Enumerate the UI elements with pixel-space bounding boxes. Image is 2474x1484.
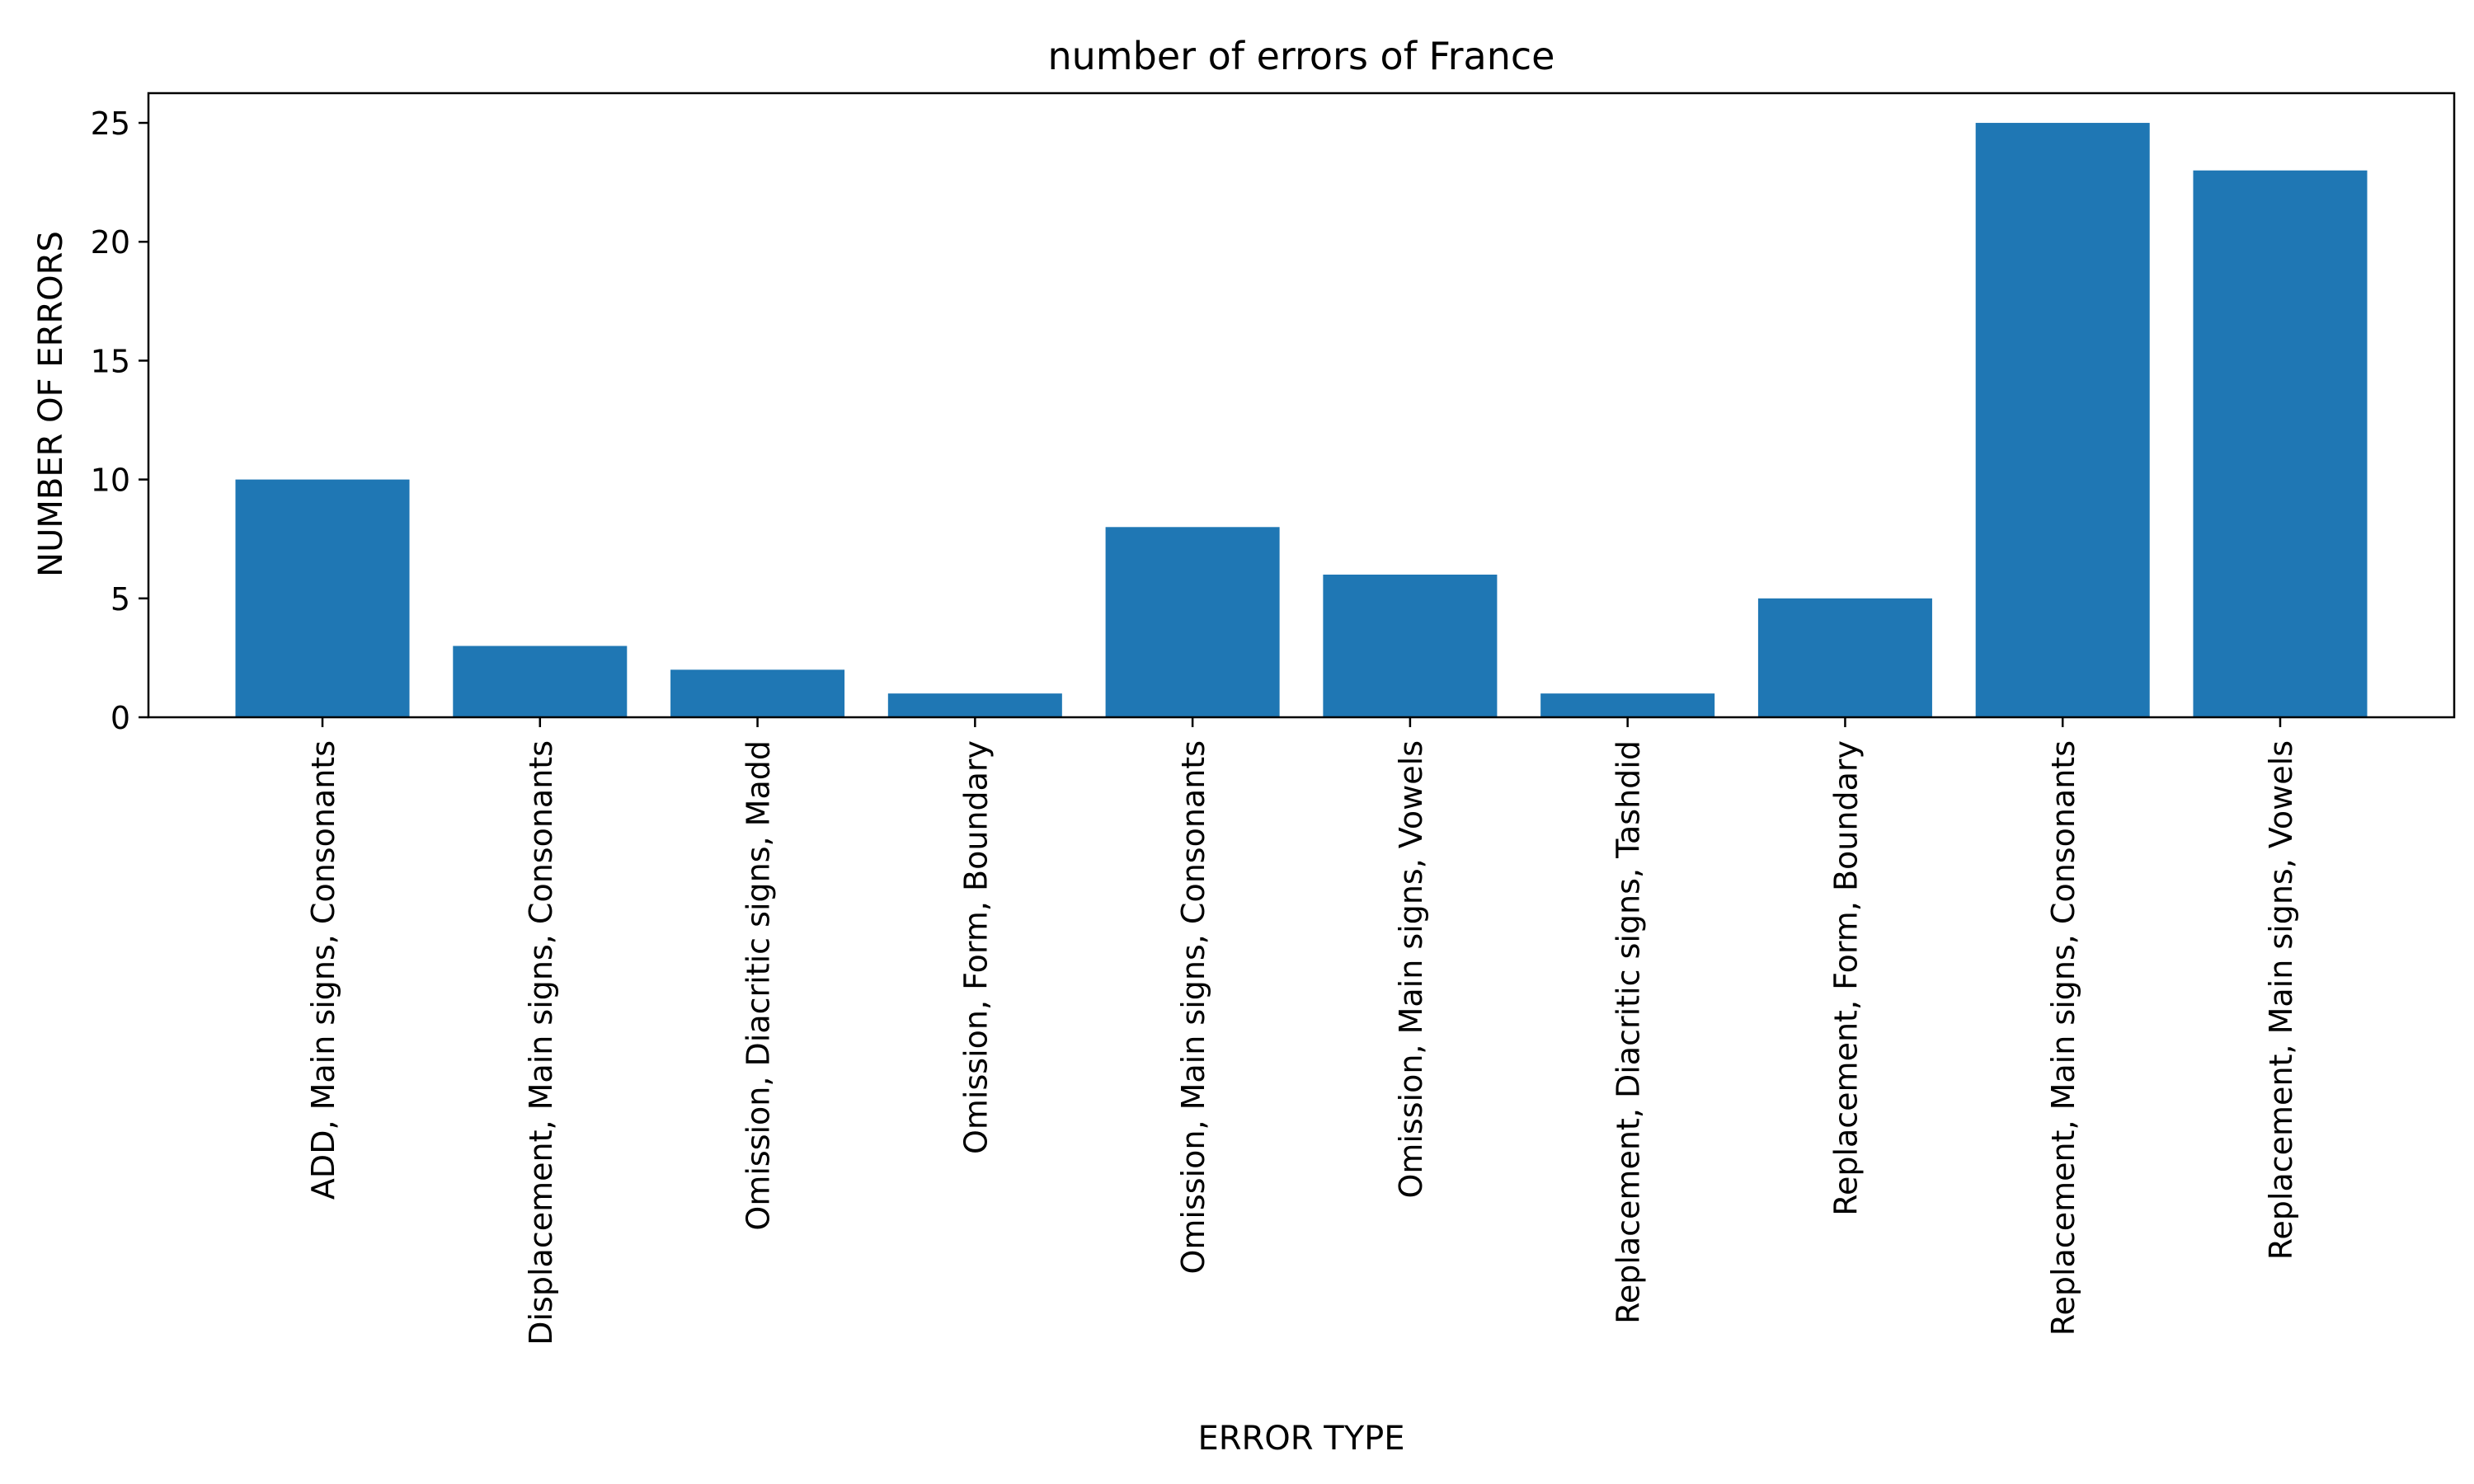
bar-2 bbox=[453, 646, 628, 717]
x-tick-label: Replacement, Main signs, Consonants bbox=[2045, 740, 2081, 1336]
bar-7 bbox=[1540, 693, 1715, 717]
x-tick-label: Replacement, Main signs, Vowels bbox=[2263, 740, 2299, 1260]
y-axis-label: NUMBER OF ERRORS bbox=[32, 231, 70, 577]
x-tick-label: Omission, Main signs, Vowels bbox=[1393, 740, 1429, 1199]
bar-9 bbox=[1975, 123, 2150, 718]
bar-3 bbox=[670, 669, 845, 717]
x-tick-label: Replacement, Form, Boundary bbox=[1827, 740, 1864, 1216]
bar-6 bbox=[1323, 574, 1498, 717]
bar-1 bbox=[235, 479, 410, 717]
bar-5 bbox=[1105, 527, 1280, 717]
chart-title: number of errors of France bbox=[1048, 34, 1555, 78]
y-tick-label: 15 bbox=[91, 343, 130, 379]
y-tick-label: 5 bbox=[111, 581, 130, 618]
y-tick-label: 10 bbox=[91, 463, 130, 499]
plot-frame bbox=[147, 92, 2456, 719]
x-tick-label: Displacement, Main signs, Consonants bbox=[523, 740, 559, 1345]
y-tick-label: 25 bbox=[91, 106, 130, 142]
x-tick-label: ADD, Main signs, Consonants bbox=[305, 740, 341, 1200]
bar-8 bbox=[1757, 598, 1932, 717]
x-axis-label: ERROR TYPE bbox=[1197, 1420, 1404, 1458]
bar-4 bbox=[887, 693, 1062, 717]
x-tick-label: Omission, Diacritic signs, Madd bbox=[741, 740, 777, 1231]
x-tick-label: Replacement, Diacritic signs, Tashdid bbox=[1611, 740, 1647, 1324]
y-tick-label: 0 bbox=[111, 700, 130, 736]
plot-area: 0 5 10 15 20 25 ADD, Main signs, Consonants Dis… bbox=[91, 92, 2456, 1345]
x-tick-label: Omission, Form, Boundary bbox=[957, 740, 994, 1154]
bar-10 bbox=[2193, 170, 2368, 717]
y-tick-label: 20 bbox=[91, 224, 130, 261]
x-tick-label: Omission, Main signs, Consonants bbox=[1175, 740, 1211, 1275]
